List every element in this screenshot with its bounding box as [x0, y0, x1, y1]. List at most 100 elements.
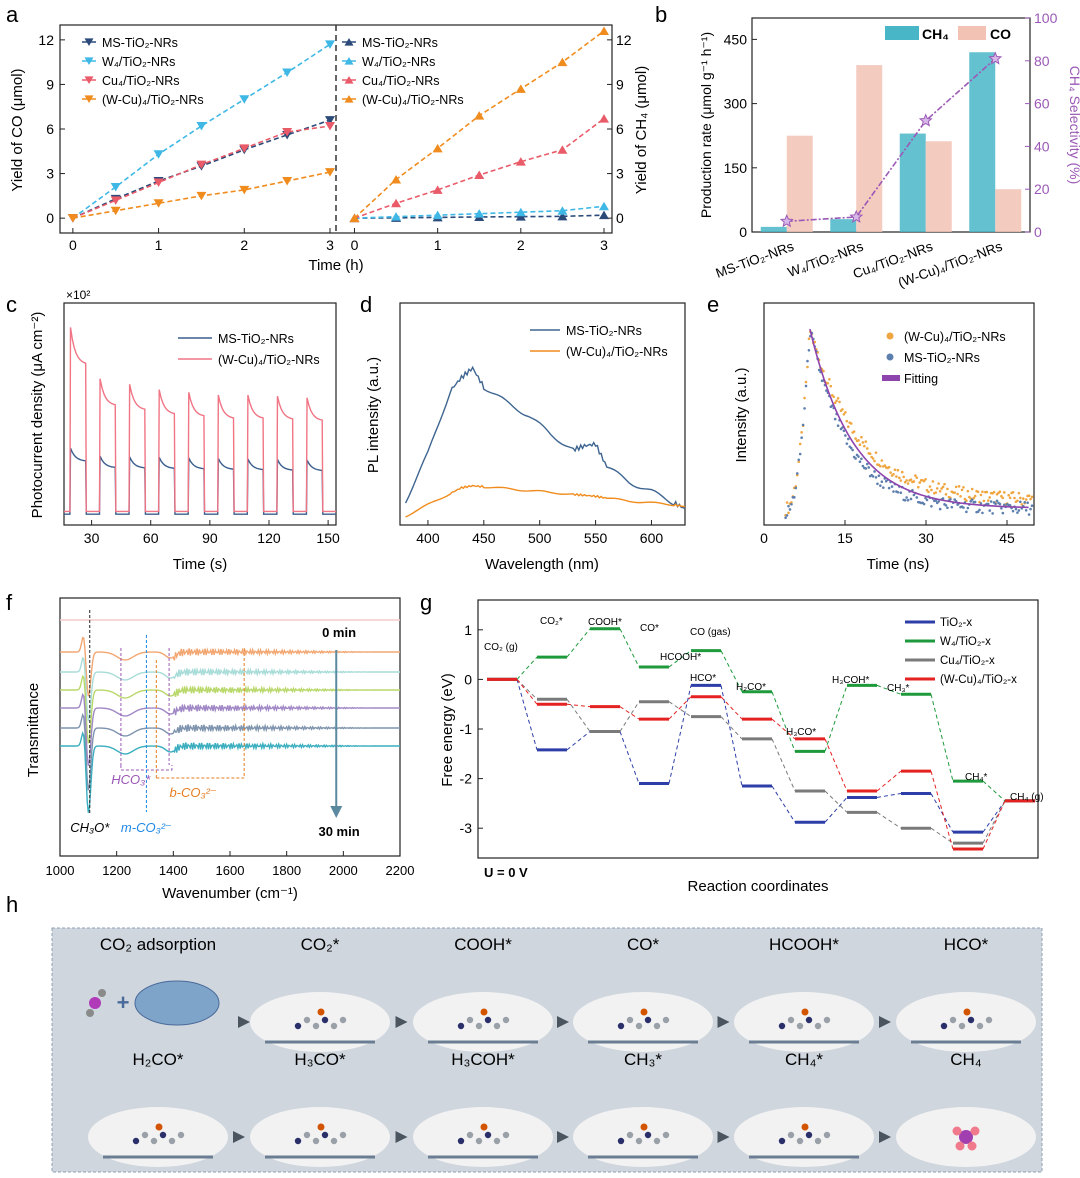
a-left-legend-marker — [84, 76, 94, 85]
e-scatter-point — [928, 485, 932, 488]
h-substrate-disk — [134, 980, 220, 1026]
e-scatter-point — [931, 480, 935, 483]
panel-b-frame — [751, 17, 1031, 233]
x-tick-label: 0 — [69, 237, 77, 253]
e-scatter-point — [995, 499, 999, 503]
g-connector — [771, 718, 796, 740]
c-x-tick-label: 150 — [316, 530, 340, 546]
h-step-label: COOH* — [454, 935, 512, 954]
h-ch4-h-atom — [967, 1141, 977, 1151]
f-time-start: 0 min — [322, 625, 356, 640]
e-scatter-point — [817, 368, 821, 372]
e-scatter-point — [998, 502, 1002, 506]
a-right-point — [515, 84, 526, 93]
h-atom — [159, 1131, 167, 1139]
h-co2-atom — [86, 1009, 94, 1017]
e-scatter-point — [1003, 503, 1006, 507]
a-left-legend-marker — [84, 95, 94, 104]
e-scatter-point — [895, 475, 898, 478]
h-atom — [466, 1016, 474, 1024]
a-left-legend-text: (W-Cu)₄/TiO₂-NRs — [102, 93, 204, 107]
g-state-label: CO₂ (g) — [484, 642, 518, 653]
c-legend-text: (W-Cu)₄/TiO₂-NRs — [218, 353, 320, 367]
h-arrow — [233, 1131, 245, 1143]
e-scatter-point — [871, 475, 875, 478]
a-left-series-line — [72, 125, 331, 219]
e-scatter-point — [976, 510, 980, 514]
e-scatter-point — [965, 510, 968, 514]
h-atom — [653, 1137, 661, 1145]
a-right-point — [599, 210, 609, 220]
panel-c-frame — [63, 302, 337, 526]
e-scatter-point — [849, 446, 853, 450]
e-scatter-point — [1023, 500, 1027, 504]
e-scatter-point — [1011, 490, 1015, 494]
g-connector — [668, 685, 692, 784]
e-scatter-point — [962, 485, 965, 489]
a-left-point — [325, 116, 335, 125]
e-scatter-point — [829, 384, 833, 388]
h-step-label: CH₄ — [950, 1050, 982, 1069]
e-scatter-point — [807, 337, 811, 341]
e-scatter-point — [887, 486, 891, 490]
panel-label-b: b — [655, 2, 667, 27]
c-x-tick-label: 60 — [143, 530, 159, 546]
h-atom — [493, 1022, 501, 1030]
g-connector — [930, 694, 954, 782]
h-atom — [457, 1137, 465, 1145]
e-scatter-point — [845, 419, 849, 423]
g-connector — [619, 701, 640, 732]
e-scatter-point — [1013, 496, 1016, 500]
e-scatter-point — [949, 497, 952, 501]
e-scatter-point — [861, 441, 865, 444]
e-scatter-point — [873, 470, 876, 473]
e-scatter-point — [880, 480, 884, 483]
h-step-label: CH₄* — [785, 1050, 823, 1069]
h-ch4-molecule — [959, 1130, 973, 1144]
e-scatter-point — [989, 500, 993, 503]
b-legend-co-text: CO — [990, 26, 1011, 42]
h-atom — [480, 1008, 488, 1016]
b-legend-ch4-text: CH₄ — [922, 26, 949, 42]
e-scatter-point — [1026, 501, 1029, 505]
a-right-point — [349, 213, 360, 223]
e-scatter-point — [1024, 508, 1028, 512]
f-mco3-label: m-CO₃²⁻ — [121, 820, 172, 835]
a-xlabel: Time (h) — [308, 257, 363, 274]
e-scatter-point — [868, 452, 872, 456]
e-scatter-point — [938, 489, 942, 493]
y-tick-label: 12 — [616, 32, 632, 48]
f-spectrum-curve — [60, 674, 400, 744]
e-legend-text: Fitting — [904, 372, 938, 386]
e-scatter-point — [966, 506, 970, 510]
panel-h: CO₂ adsorption + CO₂* COOH* CO* HCOOH* HCO* H₂C… — [51, 927, 1043, 1173]
a-left-point — [282, 68, 293, 78]
h-atom — [339, 1131, 347, 1139]
a-right-series-line — [354, 117, 605, 219]
h-atom — [317, 1008, 325, 1016]
a-right-point — [557, 211, 568, 221]
g-connector — [720, 685, 743, 787]
e-scatter-point — [879, 464, 882, 468]
h-atom — [626, 1016, 634, 1024]
e-scatter-point — [865, 447, 869, 450]
a-right-point — [432, 185, 443, 194]
e-scatter-point — [986, 502, 990, 506]
panel-label-f: f — [6, 590, 13, 615]
e-scatter-point — [979, 502, 983, 505]
e-scatter-point — [946, 487, 949, 491]
e-scatter-point — [794, 486, 798, 490]
h-atom — [330, 1022, 338, 1030]
c-xlabel: Time (s) — [173, 556, 227, 573]
g-y-tick-label: 1 — [464, 622, 472, 638]
e-x-tick-label: 30 — [918, 530, 934, 546]
panel-label-g: g — [420, 590, 432, 615]
e-scatter-point — [953, 498, 957, 501]
h-step-ellipse — [413, 992, 553, 1052]
e-scatter-point — [922, 502, 926, 506]
g-connector — [876, 792, 902, 798]
g-connector — [619, 706, 640, 720]
panel-d-frame — [399, 302, 686, 526]
e-scatter-point — [1017, 509, 1021, 512]
